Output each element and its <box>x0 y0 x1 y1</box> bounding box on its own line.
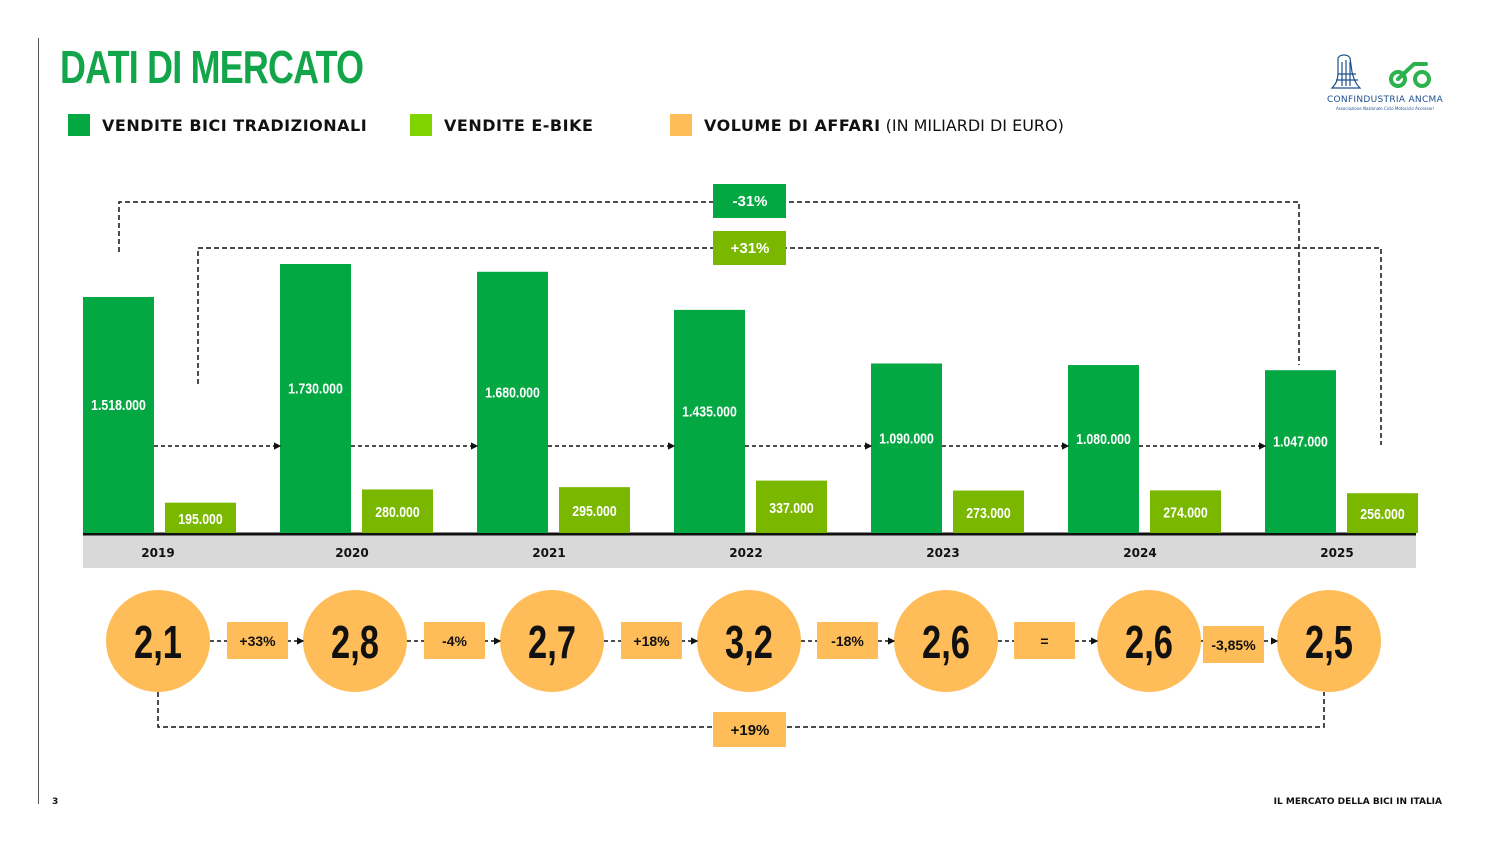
legend-label-volume: VOLUME DI AFFARI <box>704 115 881 135</box>
bar-ebike-2019 <box>165 502 236 533</box>
volume-label-2024: 2,6 <box>1125 616 1173 668</box>
volume-change-box <box>1203 626 1264 663</box>
bar-label-ebike-2025: 256.000 <box>1360 506 1405 522</box>
bar-label-traditional-2019: 1.518.000 <box>91 397 146 413</box>
badge-volume-change <box>713 712 786 747</box>
bar-label-traditional-2023: 1.090.000 <box>879 430 934 446</box>
volume-label-2020: 2,8 <box>331 616 379 668</box>
badge-traditional-change <box>713 184 786 218</box>
bar-label-ebike-2020: 280.000 <box>375 504 420 520</box>
bar-label-ebike-2019: 195.000 <box>178 511 223 527</box>
volume-circle-2024 <box>1097 590 1201 692</box>
x-tick-2019: 2019 <box>141 546 174 560</box>
bar-label-traditional-2025: 1.047.000 <box>1273 433 1328 449</box>
volume-circle-2020 <box>303 590 407 692</box>
volume-label-2025: 2,5 <box>1305 616 1353 668</box>
bar-traditional-2023 <box>871 363 942 533</box>
volume-change-label: +18% <box>633 633 670 649</box>
volume-change-label: -18% <box>831 633 864 649</box>
bar-label-traditional-2021: 1.680.000 <box>485 384 540 400</box>
bar-ebike-2021 <box>559 487 630 533</box>
volume-label-2023: 2,6 <box>922 616 970 668</box>
badge-label-traditional-change: -31% <box>732 193 767 210</box>
volume-change-box <box>621 622 682 659</box>
bar-label-ebike-2024: 274.000 <box>1163 505 1208 521</box>
footer-title: IL MERCATO DELLA BICI IN ITALIA <box>1273 797 1442 807</box>
legend-label-traditional: VENDITE BICI TRADIZIONALI <box>102 115 368 135</box>
ancma-bike-icon <box>1389 62 1431 88</box>
left-rule <box>38 38 39 804</box>
volume-change-box <box>424 622 485 659</box>
volume-circle-2021 <box>500 590 604 692</box>
bar-ebike-2023 <box>953 490 1024 533</box>
bar-traditional-2020 <box>280 264 351 533</box>
volume-change-label: -4% <box>442 633 467 649</box>
x-tick-2025: 2025 <box>1320 546 1353 560</box>
legend-item-volume: VOLUME DI AFFARI (IN MILIARDI DI EURO) <box>670 114 1064 136</box>
volume-change-box <box>817 622 878 659</box>
badge-ebike-change <box>713 231 786 265</box>
logo <box>1330 54 1431 89</box>
x-tick-2021: 2021 <box>532 546 565 560</box>
bar-traditional-2021 <box>477 271 548 533</box>
volume-circle-2019 <box>106 590 210 692</box>
volume-change-label: +33% <box>239 633 276 649</box>
bar-label-traditional-2022: 1.435.000 <box>682 403 737 419</box>
page-number: 3 <box>52 797 59 807</box>
bar-label-traditional-2020: 1.730.000 <box>288 380 343 396</box>
x-axis-band <box>83 533 1416 568</box>
x-tick-2022: 2022 <box>729 546 762 560</box>
badge-label-volume-change: +19% <box>731 722 770 739</box>
bracket-traditional <box>118 201 1300 365</box>
bar-label-ebike-2023: 273.000 <box>966 505 1011 521</box>
bar-ebike-2020 <box>362 489 433 533</box>
bar-label-traditional-2024: 1.080.000 <box>1076 431 1131 447</box>
volume-change-box <box>227 622 288 659</box>
legend-swatch-volume <box>670 114 692 136</box>
logo-name: CONFINDUSTRIA ANCMA <box>1326 95 1444 105</box>
volume-circle-2023 <box>894 590 998 692</box>
bar-traditional-2025 <box>1265 370 1336 533</box>
page-title: DATI DI MERCATO <box>60 41 364 93</box>
legend-label-ebike: VENDITE E-BIKE <box>444 115 594 135</box>
volume-change-label: = <box>1040 633 1048 649</box>
volume-change-box <box>1014 622 1075 659</box>
volume-circle-2022 <box>697 590 801 692</box>
legend-sublabel-volume: (IN MILIARDI DI EURO) <box>885 115 1064 135</box>
legend-swatch-ebike <box>410 114 432 136</box>
bracket-ebike <box>197 247 1382 445</box>
bar-label-ebike-2021: 295.000 <box>572 503 617 519</box>
volume-label-2021: 2,7 <box>528 616 576 668</box>
bar-ebike-2024 <box>1150 490 1221 533</box>
bar-ebike-2022 <box>756 480 827 533</box>
legend-swatch-traditional <box>68 114 90 136</box>
confindustria-eagle-icon <box>1330 54 1362 89</box>
x-tick-2023: 2023 <box>926 546 959 560</box>
bar-ebike-2025 <box>1347 493 1418 533</box>
bar-traditional-2022 <box>674 309 745 533</box>
volume-label-2019: 2,1 <box>134 616 182 668</box>
volume-change-label: -3,85% <box>1211 637 1256 653</box>
bar-traditional-2019 <box>83 296 154 533</box>
legend-item-traditional: VENDITE BICI TRADIZIONALI <box>68 114 367 136</box>
logo-subtitle: Associazione Nazionale Ciclo Motociclo A… <box>1335 106 1435 111</box>
legend-item-ebike: VENDITE E-BIKE <box>410 114 593 136</box>
volume-circle-2025 <box>1277 590 1381 692</box>
bar-label-ebike-2022: 337.000 <box>769 500 814 516</box>
bar-traditional-2024 <box>1068 365 1139 533</box>
badge-label-ebike-change: +31% <box>731 240 770 257</box>
x-tick-2024: 2024 <box>1123 546 1156 560</box>
x-tick-2020: 2020 <box>335 546 368 560</box>
volume-label-2022: 3,2 <box>725 616 773 668</box>
